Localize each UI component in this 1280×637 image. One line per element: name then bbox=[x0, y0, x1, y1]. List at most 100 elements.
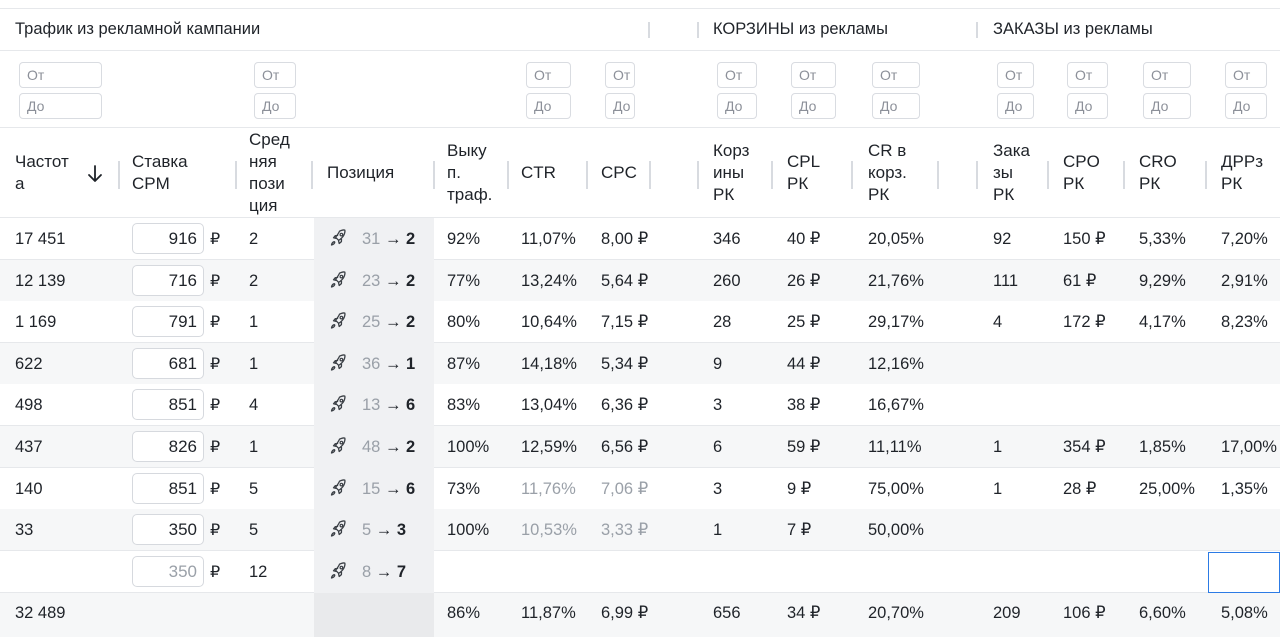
cell-cpc: 6,36 ₽ bbox=[601, 396, 649, 415]
rocket-icon[interactable] bbox=[328, 561, 348, 581]
filter-orders-to-input[interactable]: До bbox=[997, 93, 1034, 119]
position-change: 23 → 2 bbox=[362, 271, 415, 291]
table-row[interactable]: 140 5 73% 11,76% 7,06 ₽ 3 9 ₽ 75,00% 1 28 ₽ 25,00%… bbox=[0, 467, 1280, 510]
cell-orders: 92 bbox=[993, 230, 1012, 248]
column-header-cpo[interactable]: CPO РК bbox=[1063, 151, 1100, 195]
column-header-bid[interactable]: Ставка CPM bbox=[132, 151, 188, 195]
filter-cpl-from-input[interactable]: От bbox=[791, 62, 836, 88]
column-header-cr[interactable]: CR в корз. РК bbox=[868, 140, 907, 206]
table-row[interactable]: 1 169 1 80% 10,64% 7,15 ₽28 25 ₽29,17% 4 172 ₽4… bbox=[0, 301, 1280, 344]
position-change: 8 → 7 bbox=[362, 562, 406, 582]
filter-ctr-from-input[interactable]: От bbox=[526, 62, 571, 88]
column-header-ctr[interactable]: CTR bbox=[521, 162, 556, 184]
column-divider[interactable] bbox=[235, 161, 237, 189]
filter-cpc-to-input[interactable]: До bbox=[605, 93, 635, 119]
rocket-icon[interactable] bbox=[328, 353, 348, 373]
column-divider[interactable] bbox=[1205, 161, 1207, 189]
cell-buyout: 80% bbox=[447, 313, 481, 332]
selected-cell[interactable] bbox=[1208, 552, 1280, 593]
filter-freq-to-input[interactable]: До bbox=[19, 93, 102, 119]
filter-cpo-to-input[interactable]: До bbox=[1067, 93, 1108, 119]
bid-input[interactable]: 681 bbox=[132, 347, 204, 379]
column-header-cro[interactable]: CRO РК bbox=[1139, 151, 1177, 195]
bid-input[interactable]: 826 bbox=[132, 431, 204, 462]
arrow-down-icon[interactable] bbox=[86, 163, 104, 185]
cell-carts: 6 bbox=[713, 438, 723, 456]
filter-cr-to-input[interactable]: До bbox=[872, 93, 920, 119]
column-divider[interactable] bbox=[697, 161, 699, 189]
table-row[interactable]: 437 1 100% 12,59% 6,56 ₽ 6 59 ₽ 11,11% 1 354 ₽ 1,8… bbox=[0, 426, 1280, 468]
column-header-carts[interactable]: Корз ины РК bbox=[713, 140, 749, 206]
column-divider[interactable] bbox=[586, 161, 588, 189]
column-divider[interactable] bbox=[311, 161, 313, 189]
filter-cro-from-input[interactable]: От bbox=[1143, 62, 1191, 88]
filter-drr-to-input[interactable]: До bbox=[1225, 93, 1267, 119]
filter-cr-from-input[interactable]: От bbox=[872, 62, 920, 88]
column-header-cpc[interactable]: CPC bbox=[601, 162, 637, 184]
table-row[interactable]: 622 1 87% 14,18% 5,34 ₽ 9 44 ₽ 12,16% 681 ₽36 → 1 bbox=[0, 342, 1280, 385]
rocket-icon[interactable] bbox=[328, 270, 348, 290]
column-header-text: Сред bbox=[249, 130, 290, 149]
filter-drr-from-input[interactable]: От bbox=[1225, 62, 1267, 88]
position-arrow: → bbox=[380, 313, 407, 332]
filter-cpl-to-input[interactable]: До bbox=[791, 93, 836, 119]
filter-freq-from-input[interactable]: От bbox=[19, 62, 102, 88]
column-divider[interactable] bbox=[1047, 161, 1049, 189]
cell-cro: 5,33% bbox=[1139, 230, 1186, 248]
group-title-orders: ЗАКАЗЫ из рекламы bbox=[993, 20, 1153, 38]
column-header-orders[interactable]: Зака зы РК bbox=[993, 140, 1030, 206]
column-header-buyout[interactable]: Выку п. траф. bbox=[447, 140, 492, 206]
filter-ctr-to-input[interactable]: До bbox=[526, 93, 571, 119]
position-change: 31 → 2 bbox=[362, 229, 415, 249]
bid-input[interactable]: 851 bbox=[132, 472, 204, 504]
column-header-cpl[interactable]: CPL РК bbox=[787, 151, 820, 195]
rocket-icon[interactable] bbox=[328, 394, 348, 414]
bid-input[interactable]: 916 bbox=[132, 223, 204, 254]
rocket-icon[interactable] bbox=[328, 519, 348, 539]
filter-cpc-from-input[interactable]: От bbox=[605, 62, 635, 88]
bid-input[interactable]: 716 bbox=[132, 264, 204, 296]
filter-carts-from-input[interactable]: От bbox=[717, 62, 757, 88]
column-header-drr[interactable]: ДРРз РК bbox=[1221, 151, 1263, 195]
column-divider[interactable] bbox=[771, 161, 773, 189]
position-from: 5 bbox=[362, 521, 372, 540]
column-header-freq[interactable]: Частот а bbox=[15, 151, 69, 195]
position-to: 2 bbox=[406, 438, 416, 456]
cell-cpc: 7,06 ₽ bbox=[601, 479, 649, 498]
filter-cpo-from-input[interactable]: От bbox=[1067, 62, 1108, 88]
column-divider[interactable] bbox=[851, 161, 853, 189]
rocket-icon[interactable] bbox=[328, 436, 348, 456]
rocket-icon[interactable] bbox=[328, 311, 348, 331]
rocket-icon[interactable] bbox=[328, 478, 348, 498]
bid-input[interactable]: 851 bbox=[132, 389, 204, 421]
bid-input[interactable]: 350 bbox=[132, 555, 204, 587]
column-divider[interactable] bbox=[118, 161, 120, 189]
filter-avgpos-from-input[interactable]: От bbox=[254, 62, 296, 88]
column-divider[interactable] bbox=[976, 161, 978, 189]
column-divider[interactable] bbox=[1123, 161, 1125, 189]
bid-input[interactable]: 791 bbox=[132, 306, 204, 338]
column-header-position[interactable]: Позиция bbox=[327, 162, 394, 184]
position-cell-bg bbox=[314, 467, 434, 510]
table-row[interactable]: 12 350 ₽8 → 7 bbox=[0, 550, 1280, 593]
column-divider[interactable] bbox=[649, 161, 651, 189]
filter-orders-from-input[interactable]: От bbox=[997, 62, 1034, 88]
cell-cpc: 5,34 ₽ bbox=[601, 354, 649, 373]
table-row[interactable]: 12 139 2 77% 13,24% 5,64 ₽ 260 26 ₽ 21,76% 111 61… bbox=[0, 259, 1280, 302]
position-to: 7 bbox=[396, 562, 407, 581]
cell-carts: 260 bbox=[713, 271, 741, 290]
bid-input[interactable]: 350 bbox=[132, 514, 204, 546]
table-row[interactable]: 17 451 2 92% 11,07% 8,00 ₽ 346 40 ₽ 20,05% 92 150… bbox=[0, 218, 1280, 260]
table-row[interactable]: 498 4 83% 13,04% 6,36 ₽ 3 38 ₽ 16,67% 851 ₽13 → 6 bbox=[0, 384, 1280, 427]
column-header-text: CTR bbox=[521, 163, 556, 182]
filter-avgpos-to-input[interactable]: До bbox=[254, 93, 296, 119]
filter-cro-to-input[interactable]: До bbox=[1143, 93, 1191, 119]
filter-carts-to-input[interactable]: До bbox=[717, 93, 757, 119]
cell-ctr: 10,64% bbox=[521, 313, 577, 332]
column-header-avgpos[interactable]: Сред няя пози ция bbox=[249, 129, 290, 217]
column-divider[interactable] bbox=[937, 161, 939, 189]
rocket-icon[interactable] bbox=[328, 228, 348, 248]
column-divider[interactable] bbox=[507, 161, 509, 189]
column-divider[interactable] bbox=[433, 161, 435, 189]
table-row[interactable]: 33 5 100% 10,53% 3,33 ₽ 1 7 ₽ 50,00% 350 ₽5 → 3 bbox=[0, 509, 1280, 552]
